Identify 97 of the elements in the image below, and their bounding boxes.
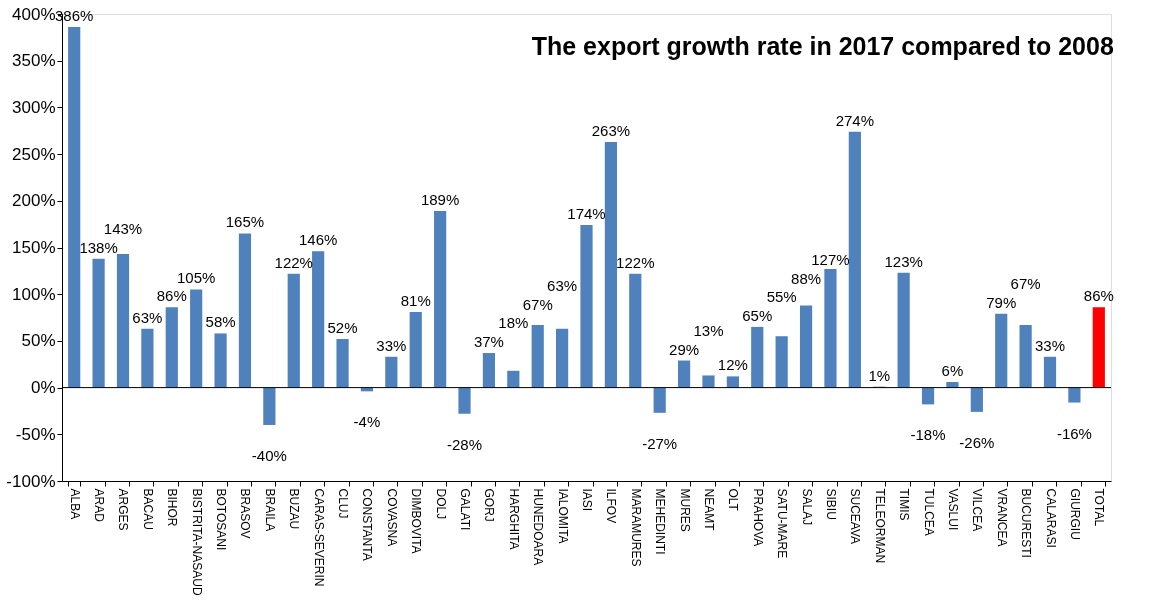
data-label: -27% <box>642 434 678 452</box>
x-tick-label: VILCEA <box>970 488 985 532</box>
data-label: 86% <box>156 287 187 305</box>
y-tick-label: 250% <box>12 144 56 164</box>
data-label: 6% <box>941 362 964 379</box>
data-label: 65% <box>742 306 773 324</box>
data-label: 63% <box>547 277 578 294</box>
data-label: 105% <box>176 268 216 286</box>
x-tick-label: DOLJ <box>433 488 448 520</box>
x-tick-label: BOTOSANI <box>214 488 229 551</box>
data-label: 143% <box>103 220 143 238</box>
x-tick-label: SALAJ <box>799 488 814 526</box>
x-tick-label: BISTRITA-NASAUD <box>189 488 204 596</box>
data-label: 18% <box>498 314 529 332</box>
x-tick-label: SUCEAVA <box>848 488 863 545</box>
data-label: 127% <box>811 250 850 268</box>
data-label: 55% <box>766 288 797 306</box>
x-tick-label: CALARASI <box>1043 488 1058 548</box>
x-tick-label: OLT <box>726 488 741 512</box>
data-label: 174% <box>567 205 606 223</box>
x-tick-label: TIMIS <box>897 488 912 521</box>
data-label: 123% <box>884 252 923 270</box>
x-tick-label: ALBA <box>67 488 82 520</box>
data-label: -28% <box>447 435 483 453</box>
data-label: 122% <box>616 253 655 271</box>
x-tick-label: ARGES <box>116 488 131 531</box>
x-tick-label: TELEORMAN <box>872 488 887 564</box>
data-label: -26% <box>959 433 995 451</box>
data-label: 58% <box>205 313 236 331</box>
x-tick-label: PRAHOVA <box>750 488 765 547</box>
x-tick-label: GALATI <box>458 488 473 531</box>
x-tick-label: CLUJ <box>336 488 351 519</box>
x-tick-label: MARAMURES <box>628 488 643 567</box>
x-tick-label: CONSTANTA <box>360 488 375 561</box>
x-tick-label: NEAMT <box>701 488 716 532</box>
y-tick-label: 350% <box>12 51 56 71</box>
y-tick-label: -100% <box>6 471 56 491</box>
data-label: -18% <box>910 426 946 444</box>
data-label: 33% <box>376 336 407 354</box>
x-tick-label: HARGHITA <box>506 488 521 550</box>
x-tick-label: COVASNA <box>384 488 399 547</box>
y-tick-label: -50% <box>15 424 56 444</box>
data-label: 263% <box>591 121 631 139</box>
x-tick-label: VRANCEA <box>994 488 1009 547</box>
y-tick-label: 200% <box>12 191 56 211</box>
x-tick-label: ILFOV <box>604 488 619 524</box>
y-tick-label: 100% <box>12 284 56 304</box>
x-tick-label: GORJ <box>482 488 497 522</box>
y-tick-label: 50% <box>21 331 56 351</box>
x-tick-label: SIBIU <box>823 488 838 520</box>
x-tick-label: VASLUI <box>945 488 960 531</box>
data-label: 29% <box>669 340 700 358</box>
x-tick-label: BACAU <box>140 488 155 530</box>
data-label: 165% <box>225 213 265 231</box>
y-tick-label: 0% <box>30 378 56 398</box>
data-label: -40% <box>251 446 287 464</box>
data-label: 138% <box>79 238 118 256</box>
x-tick-label: DIMBOVITA <box>409 488 424 554</box>
data-label: 274% <box>835 111 875 129</box>
x-tick-label: BRAILA <box>262 488 277 532</box>
x-tick-label: TULCEA <box>921 488 936 536</box>
text: The export growth rate in 2017 compared to 2008 <box>531 32 1114 60</box>
data-label: -4% <box>353 413 381 431</box>
x-tick-label: SATU-MARE <box>775 488 790 559</box>
x-tick-label: BIHOR <box>165 488 180 527</box>
data-label: 86% <box>1083 287 1114 305</box>
x-tick-label: BUCURESTI <box>1019 488 1034 558</box>
x-tick-label: ARAD <box>92 488 107 523</box>
data-label: 88% <box>791 269 822 287</box>
data-label: 12% <box>717 356 748 374</box>
y-tick-label: 400% <box>12 4 56 24</box>
data-label: 67% <box>1010 275 1041 293</box>
x-tick-label: TOTAL <box>1092 488 1107 527</box>
data-label: 67% <box>522 295 553 313</box>
x-tick-label: MURES <box>677 488 692 532</box>
x-tick-label: IALOMITA <box>555 488 570 544</box>
data-label: -16% <box>1056 424 1092 442</box>
x-tick-label: IASI <box>580 488 594 512</box>
data-label: 386% <box>55 7 94 25</box>
x-tick-label: BUZAU <box>287 488 302 530</box>
data-label: 33% <box>1035 336 1066 354</box>
x-tick-label: MEHEDINTI <box>653 488 668 555</box>
x-tick-label: GIURGIU <box>1067 488 1082 540</box>
data-label: 146% <box>298 231 338 249</box>
data-label: 52% <box>327 319 358 337</box>
y-tick-label: 150% <box>12 238 56 257</box>
data-label: 13% <box>693 321 724 339</box>
data-label: 1% <box>868 366 891 384</box>
data-label: 189% <box>420 191 460 209</box>
data-label: 63% <box>132 308 163 326</box>
data-label: 79% <box>986 293 1017 311</box>
data-label: 81% <box>400 291 431 309</box>
x-tick-label: CARAS-SEVERIN <box>311 488 326 587</box>
data-label: 37% <box>473 333 504 351</box>
x-tick-label: BRASOV <box>238 488 253 539</box>
y-tick-label: 300% <box>12 97 56 117</box>
x-tick-label: HUNEDOARA <box>531 488 546 566</box>
